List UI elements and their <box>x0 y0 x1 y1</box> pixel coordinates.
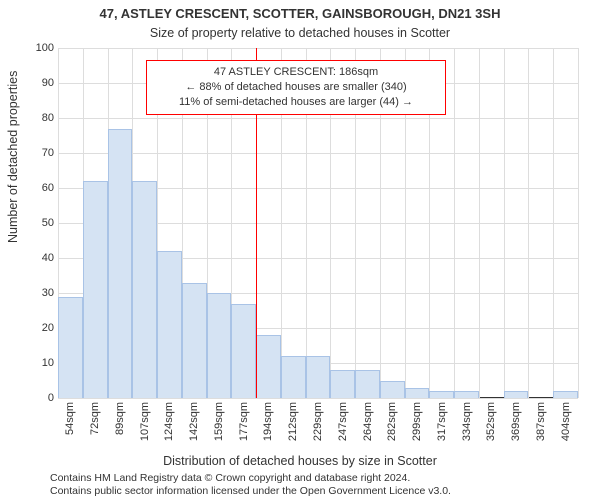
bar <box>355 370 380 398</box>
x-tick-label: 247sqm <box>337 402 349 441</box>
y-tick-label: 90 <box>42 77 58 89</box>
bar <box>256 335 281 398</box>
x-tick-label: 404sqm <box>560 402 572 441</box>
vgrid-line <box>528 48 529 398</box>
bar <box>207 293 232 398</box>
y-tick-label: 60 <box>42 182 58 194</box>
annotation-line-1: 47 ASTLEY CRESCENT: 186sqm <box>153 65 439 80</box>
bar <box>182 283 207 399</box>
y-tick-label: 40 <box>42 252 58 264</box>
y-axis-label: Number of detached properties <box>6 71 20 243</box>
bar <box>83 181 108 398</box>
y-tick-label: 80 <box>42 112 58 124</box>
x-tick-label: 194sqm <box>262 402 274 441</box>
hgrid-line <box>58 118 578 119</box>
x-tick-label: 72sqm <box>89 402 101 435</box>
y-tick-label: 100 <box>36 42 58 54</box>
y-tick-label: 10 <box>42 357 58 369</box>
bar <box>553 391 578 398</box>
x-tick-label: 142sqm <box>188 402 200 441</box>
bar <box>132 181 157 398</box>
bar <box>58 297 83 399</box>
credits-line-2: Contains public sector information licen… <box>50 485 590 498</box>
bar <box>330 370 355 398</box>
vgrid-line <box>454 48 455 398</box>
bar <box>504 391 529 398</box>
x-tick-label: 299sqm <box>411 402 423 441</box>
x-tick-label: 89sqm <box>114 402 126 435</box>
hgrid-line <box>58 153 578 154</box>
plot-area: 010203040506070809010054sqm72sqm89sqm107… <box>58 48 578 398</box>
x-tick-label: 229sqm <box>312 402 324 441</box>
x-tick-label: 264sqm <box>362 402 374 441</box>
x-tick-label: 334sqm <box>461 402 473 441</box>
bar <box>108 129 133 399</box>
vgrid-line <box>479 48 480 398</box>
hgrid-line <box>58 398 578 399</box>
y-tick-label: 50 <box>42 217 58 229</box>
x-tick-label: 212sqm <box>287 402 299 441</box>
x-axis-label: Distribution of detached houses by size … <box>0 454 600 468</box>
x-tick-label: 177sqm <box>238 402 250 441</box>
x-tick-label: 107sqm <box>139 402 151 441</box>
credits-line-1: Contains HM Land Registry data © Crown c… <box>50 472 590 485</box>
x-tick-label: 352sqm <box>485 402 497 441</box>
bar <box>306 356 331 398</box>
bar <box>231 304 256 399</box>
chart-title-sub: Size of property relative to detached ho… <box>0 26 600 40</box>
x-tick-label: 282sqm <box>386 402 398 441</box>
annotation-line-2: ← 88% of detached houses are smaller (34… <box>153 80 439 95</box>
annotation-line-3: 11% of semi-detached houses are larger (… <box>153 95 439 110</box>
x-tick-label: 124sqm <box>163 402 175 441</box>
y-tick-label: 30 <box>42 287 58 299</box>
bar <box>405 388 430 399</box>
y-tick-label: 20 <box>42 322 58 334</box>
vgrid-line <box>553 48 554 398</box>
bar <box>380 381 405 399</box>
annotation-box: 47 ASTLEY CRESCENT: 186sqm← 88% of detac… <box>146 60 446 115</box>
vgrid-line <box>504 48 505 398</box>
x-tick-label: 369sqm <box>510 402 522 441</box>
x-tick-label: 317sqm <box>436 402 448 441</box>
x-tick-label: 387sqm <box>535 402 547 441</box>
x-tick-label: 54sqm <box>64 402 76 435</box>
y-tick-label: 70 <box>42 147 58 159</box>
y-tick-label: 0 <box>48 392 58 404</box>
bar <box>429 391 454 398</box>
chart-title-main: 47, ASTLEY CRESCENT, SCOTTER, GAINSBOROU… <box>0 6 600 21</box>
x-tick-label: 159sqm <box>213 402 225 441</box>
chart-container: 47, ASTLEY CRESCENT, SCOTTER, GAINSBOROU… <box>0 0 600 500</box>
credits-block: Contains HM Land Registry data © Crown c… <box>50 472 590 498</box>
bar <box>454 391 479 398</box>
hgrid-line <box>58 48 578 49</box>
bar <box>157 251 182 398</box>
vgrid-line <box>578 48 579 398</box>
bar <box>281 356 306 398</box>
